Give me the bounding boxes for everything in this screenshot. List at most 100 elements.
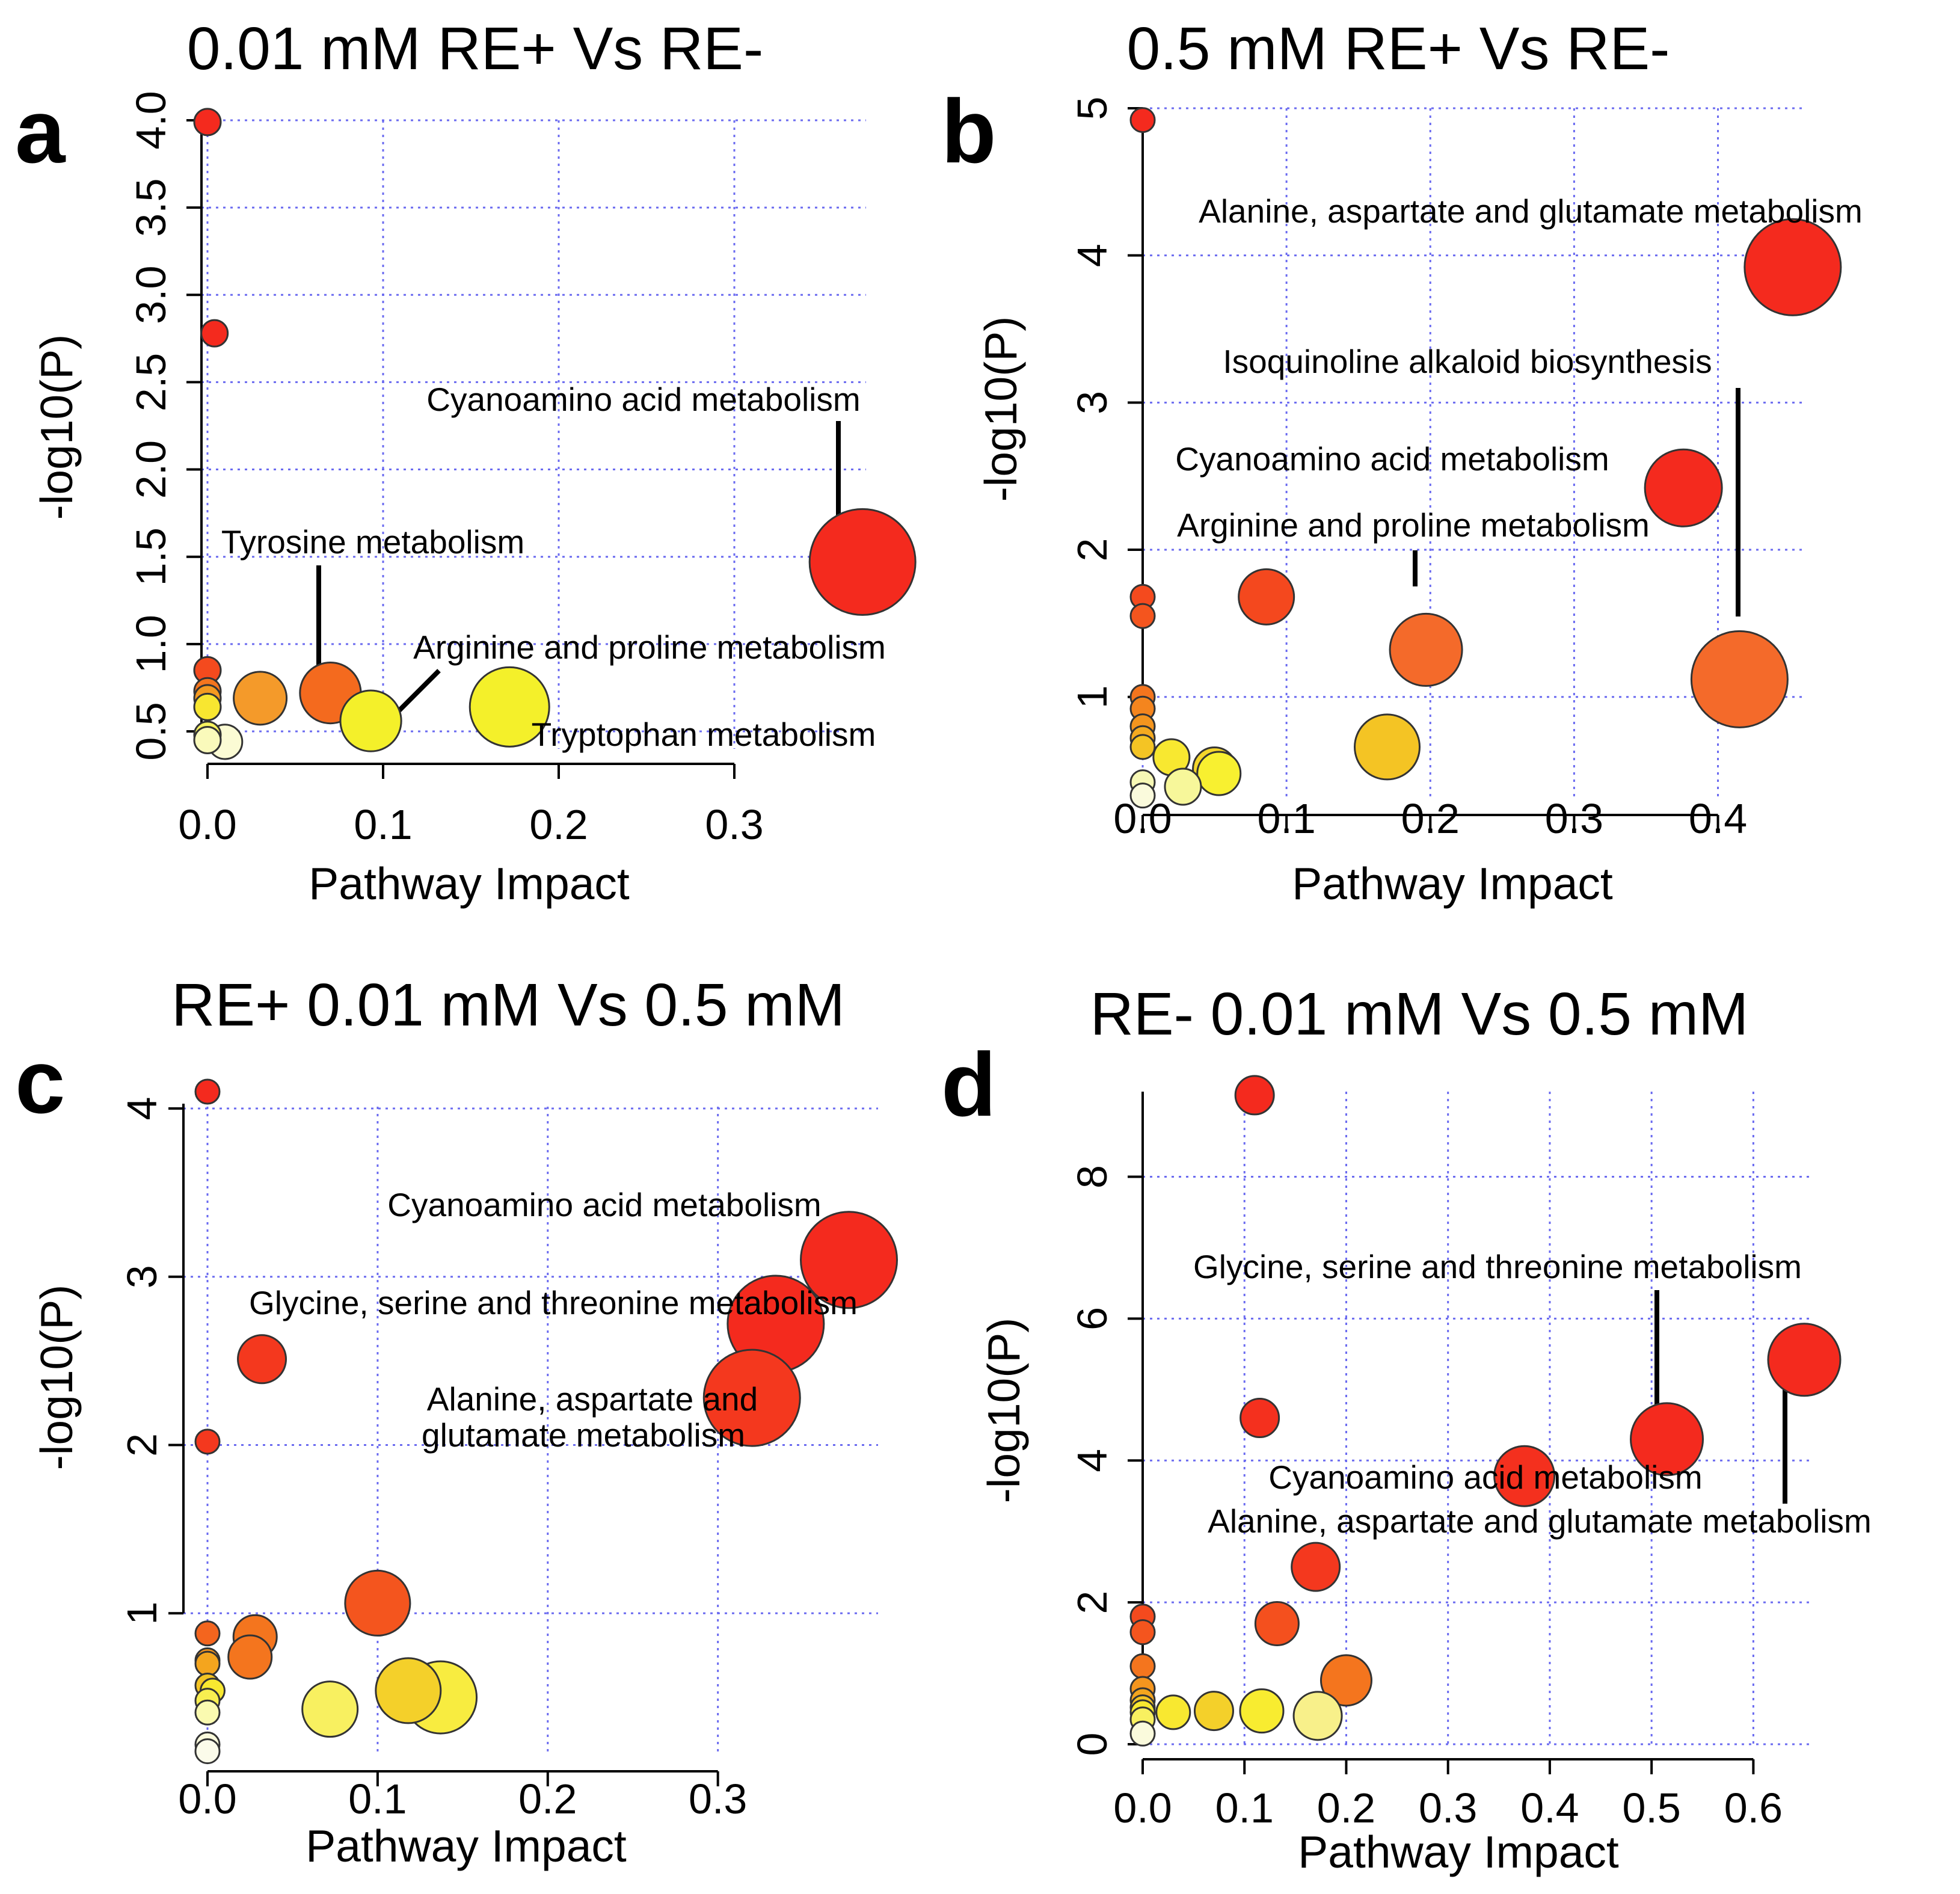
panel-d-xtick-label-3: 0.3 [1419, 1785, 1477, 1831]
panel-a-points [193, 108, 917, 760]
panel-b-annotation-arginine: Arginine and proline metabolism [1177, 506, 1650, 544]
panel-d-ytick-label-3: 6 [1069, 1307, 1116, 1330]
panel-d-xtick-label-1: 0.1 [1215, 1785, 1274, 1831]
panel-b-ytick-label-3: 4 [1069, 244, 1116, 267]
panel-b-point-2 [1644, 448, 1723, 527]
panel-a-xtick-label-0: 0.0 [178, 801, 236, 848]
panel-d-axes: 0.0 0.1 0.2 0.3 0.4 0.5 0.6 0 2 4 6 8 [1069, 1092, 1783, 1831]
panel-d-point-3 [1240, 1398, 1280, 1438]
panel-b-xtick-label-3: 0.3 [1545, 795, 1603, 842]
panel-a-xtick-label-3: 0.3 [705, 801, 763, 848]
panel-d-xtick-label-6: 0.6 [1724, 1785, 1783, 1831]
panel-b-point-0 [1129, 107, 1156, 134]
panel-c-point-3 [702, 1348, 801, 1447]
panel-d-point-19 [1239, 1688, 1285, 1734]
panel-c-ytick-label-3: 4 [118, 1097, 165, 1121]
panel-d-ytick-label-0: 0 [1069, 1733, 1116, 1756]
panel-a-point-10 [233, 671, 288, 726]
panel-d-point-17 [1155, 1694, 1191, 1730]
panel-b-point-5 [1690, 630, 1789, 728]
panel-d-annotation-glycine: Glycine, serine and threonine metabolism [1193, 1248, 1802, 1285]
panel-b-ytick-label-1: 2 [1069, 538, 1116, 562]
panel-d-annotation-cyanoamino: Cyanoamino acid metabolism [1268, 1459, 1702, 1496]
panel-c-annotation-cyanoamino: Cyanoamino acid metabolism [387, 1186, 821, 1223]
panel-d-xtick-label-0: 0.0 [1113, 1785, 1172, 1831]
panel-a-annotation-cyanoamino: Cyanoamino acid metabolism [426, 381, 860, 418]
panel-d-point-1 [1767, 1323, 1842, 1397]
panel-d-xlabel: Pathway Impact [1298, 1827, 1619, 1877]
panel-d-xtick-label-4: 0.4 [1520, 1785, 1579, 1831]
panel-c-title: RE+ 0.01 mM Vs 0.5 mM [171, 971, 845, 1039]
panel-c-xtick-label-1: 0.1 [348, 1776, 407, 1822]
panel-c-xlabel: Pathway Impact [306, 1821, 627, 1871]
panel-c: RE+ 0.01 mM Vs 0.5 mM c 0.0 0.1 0.2 0.3 1 2 3 4… [15, 971, 899, 1871]
panel-c-ytick-label-2: 3 [118, 1265, 165, 1288]
panel-a-point-2 [808, 508, 917, 616]
panel-d-point-7 [1319, 1654, 1372, 1707]
panel-b-leaders [1413, 388, 1740, 616]
panel-b-xlabel: Pathway Impact [1292, 858, 1613, 909]
panel-a-ytick-label-6: 3.5 [127, 178, 174, 236]
panel-a-point-6 [193, 692, 222, 721]
panel-d-point-10 [1129, 1653, 1156, 1679]
panel-d-point-4 [1493, 1445, 1556, 1507]
panel-b-annotation-alanine: Alanine, aspartate and glutamate metabol… [1199, 192, 1863, 230]
panel-c-ytick-label-1: 2 [118, 1433, 165, 1457]
panel-c-point-4 [237, 1334, 287, 1385]
panel-d-ytick-label-4: 8 [1069, 1165, 1116, 1188]
panel-a-xtick-label-1: 0.1 [354, 801, 412, 848]
panel-b-ytick-label-0: 1 [1069, 685, 1116, 709]
panel-d-point-20 [1292, 1691, 1343, 1741]
panel-a-annotation-tryptophan: Tryptophan metabolism [532, 716, 876, 753]
panel-a-ytick-label-5: 3.0 [127, 266, 174, 324]
panel-c-point-9 [227, 1634, 273, 1680]
panel-d-point-2 [1630, 1402, 1704, 1477]
panel-b-point-3 [1238, 568, 1295, 626]
panel-d-point-18 [1193, 1691, 1234, 1732]
panel-b-point-16 [1164, 767, 1202, 806]
panel-c-annotation-alanine-line2: glutamate metabolism [422, 1416, 745, 1454]
panel-b-title: 0.5 mM RE+ Vs RE- [1127, 15, 1670, 82]
panel-d-ytick-label-2: 4 [1069, 1449, 1116, 1472]
panel-b-xtick-label-4: 0.4 [1689, 795, 1747, 842]
panel-b-point-12 [1129, 734, 1156, 760]
panel-a-point-0 [193, 108, 222, 137]
panel-b-ylabel: -log10(P) [975, 316, 1026, 502]
panel-c-ylabel: -log10(P) [31, 1285, 82, 1470]
panel-a-ytick-label-2: 1.5 [127, 527, 174, 586]
panel-d-point-16 [1129, 1720, 1156, 1747]
panel-b-xtick-label-2: 0.2 [1401, 795, 1460, 842]
panel-d-point-0 [1234, 1075, 1275, 1116]
panel-d-annotation-alanine: Alanine, aspartate and glutamate metabol… [1208, 1502, 1872, 1540]
panel-a-ytick-label-1: 1.0 [127, 615, 174, 673]
panel-b-point-18 [1196, 751, 1242, 796]
panel-a-axes: 0.0 0.1 0.2 0.3 0.5 1.0 1.5 2.0 2.5 3.0 3.5 4.0 [127, 91, 764, 848]
panel-a-ytick-label-7: 4.0 [127, 91, 174, 149]
panel-b-letter: b [941, 81, 997, 182]
panel-c-point-15 [194, 1699, 221, 1726]
panel-a-xtick-label-2: 0.2 [529, 801, 588, 848]
panel-a-point-12 [339, 689, 402, 752]
panel-c-points [194, 1078, 899, 1765]
panel-a-point-1 [200, 319, 229, 348]
panel-b-xtick-label-1: 0.1 [1257, 795, 1315, 842]
panel-a-ytick-label-0: 0.5 [127, 702, 174, 760]
panel-c-axes: 0.0 0.1 0.2 0.3 1 2 3 4 [118, 1097, 747, 1822]
panel-b-ytick-label-4: 5 [1069, 97, 1116, 120]
panel-d-leaders [1654, 1290, 1787, 1504]
panel-d-points [1129, 1075, 1842, 1747]
panel-d-ytick-label-1: 2 [1069, 1591, 1116, 1614]
panel-b-point-19 [1354, 713, 1421, 781]
panel-a-point-13 [468, 666, 550, 748]
panel-c-annotation-glycine: Glycine, serine and threonine metabolism [249, 1284, 858, 1321]
panel-d-point-6 [1254, 1601, 1300, 1647]
panel-c-annotation-alanine-line1: Alanine, aspartate and [427, 1380, 758, 1418]
panel-a-ylabel: -log10(P) [31, 334, 82, 520]
panel-a-xlabel: Pathway Impact [309, 858, 630, 909]
panel-d-ylabel: -log10(P) [978, 1318, 1029, 1503]
panel-b-annotation-cyanoamino: Cyanoamino acid metabolism [1175, 440, 1609, 478]
panel-b-point-7 [1129, 603, 1156, 629]
panel-c-point-17 [194, 1738, 221, 1765]
